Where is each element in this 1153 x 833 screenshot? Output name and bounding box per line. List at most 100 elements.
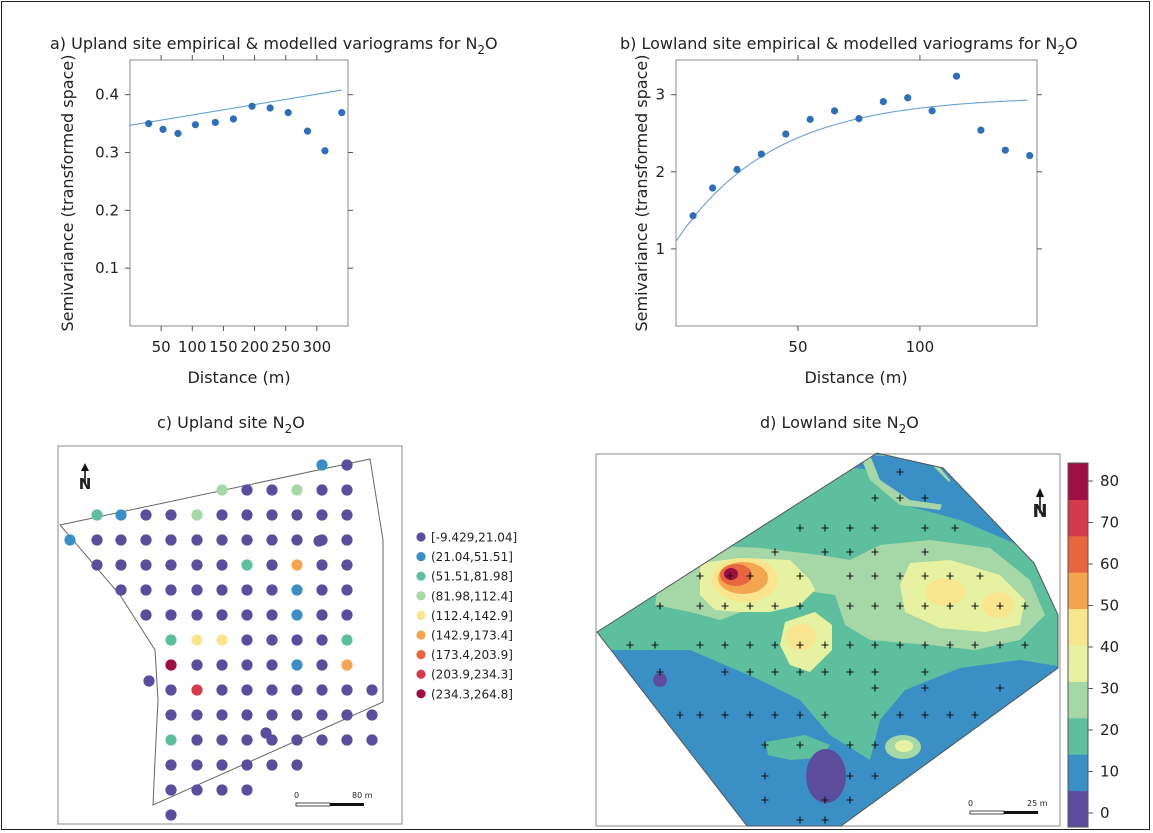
sample-point (165, 784, 177, 796)
data-point (928, 107, 936, 115)
sample-cross (921, 548, 929, 556)
legend-swatch (416, 571, 426, 581)
panel-a-title: a) Upland site empirical & modelled vari… (50, 34, 498, 57)
sample-cross (896, 468, 904, 476)
legend-swatch (416, 689, 426, 699)
sample-point (341, 559, 353, 571)
panel-b-ylabel: Semivariance (transformed space) (632, 55, 651, 332)
sample-point (165, 734, 177, 746)
sample-point (241, 709, 253, 721)
sample-cross (846, 741, 854, 749)
sample-point (316, 659, 328, 671)
sample-point (366, 709, 378, 721)
sample-point (266, 634, 278, 646)
sample-point (316, 559, 328, 571)
sample-point (291, 684, 303, 696)
legend-label: (142.9,173.4] (431, 629, 513, 643)
sample-point (241, 584, 253, 596)
colorbar-tick-label: 80 (1100, 472, 1119, 490)
sample-cross (696, 572, 704, 580)
sample-point (241, 534, 253, 546)
data-point (321, 147, 329, 155)
sample-point (266, 484, 278, 496)
sample-cross (597, 641, 604, 649)
legend-label: (81.98,112.4] (431, 589, 513, 603)
sample-point (216, 584, 228, 596)
sample-point (266, 534, 278, 546)
sample-cross (971, 641, 979, 649)
sample-cross (1021, 641, 1029, 649)
sample-cross (656, 668, 664, 676)
sample-point (291, 734, 303, 746)
sample-point (241, 634, 253, 646)
sample-cross (676, 711, 684, 719)
panel-c-scale-bar: 0 80 m (294, 791, 373, 807)
sample-cross (721, 711, 729, 719)
data-point (1026, 152, 1034, 160)
data-point (806, 115, 814, 123)
sample-point (191, 509, 203, 521)
sample-point (140, 609, 152, 621)
sample-cross (821, 641, 829, 649)
colorbar-tick-label: 10 (1100, 763, 1119, 781)
scale-label-end: 80 m (352, 791, 373, 800)
sample-cross (951, 524, 959, 532)
sample-point (316, 709, 328, 721)
panel-d: d) Lowland site N2O (595, 413, 1119, 828)
panel-b-model-curve (675, 99, 1028, 242)
sample-point (216, 784, 228, 796)
data-point (191, 121, 199, 129)
zone-20-30 (765, 735, 830, 760)
legend-swatch (416, 669, 426, 679)
legend-swatch (416, 610, 426, 621)
sample-cross (896, 602, 904, 610)
data-point (248, 102, 256, 110)
sample-cross (746, 641, 754, 649)
sample-point (216, 684, 228, 696)
sample-point (291, 509, 303, 521)
sample-point (216, 559, 228, 571)
x-tick-label: 50 (788, 338, 807, 356)
sample-cross (921, 641, 929, 649)
sample-point (316, 509, 328, 521)
panel-c-frame (57, 445, 403, 825)
sample-point (316, 734, 328, 746)
sample-point (91, 534, 103, 546)
colorbar-band (1068, 645, 1088, 682)
sample-cross (971, 602, 979, 610)
zone-40-50 (895, 740, 913, 752)
sample-cross (846, 548, 854, 556)
zone-0-10 (653, 673, 667, 687)
sample-cross (846, 668, 854, 676)
sample-point (316, 634, 328, 646)
sample-cross (821, 548, 829, 556)
zone-10-20 (965, 668, 1030, 705)
x-tick-label: 300 (303, 338, 332, 356)
sample-point (291, 584, 303, 596)
sample-point (241, 734, 253, 746)
sample-cross (871, 684, 879, 692)
colorbar-tick-label: 70 (1100, 514, 1119, 532)
data-point (782, 130, 790, 138)
sample-cross (796, 816, 804, 824)
colorbar-band (1068, 681, 1088, 719)
sample-cross (871, 548, 879, 556)
sample-point (316, 684, 328, 696)
data-point (879, 98, 887, 106)
sample-cross (871, 711, 879, 719)
sample-cross (871, 602, 879, 610)
sample-point (165, 684, 177, 696)
sample-cross (796, 741, 804, 749)
zone-80-plus (724, 568, 738, 580)
sample-cross (796, 602, 804, 610)
data-point (145, 120, 153, 128)
sample-point (191, 734, 203, 746)
sample-cross (796, 668, 804, 676)
sample-point (266, 509, 278, 521)
sample-point (216, 659, 228, 671)
colorbar-band (1068, 572, 1088, 610)
sample-cross (871, 772, 879, 780)
sample-cross (746, 572, 754, 580)
panel-b-title: b) Lowland site empirical & modelled var… (620, 34, 1078, 57)
sample-point (191, 784, 203, 796)
